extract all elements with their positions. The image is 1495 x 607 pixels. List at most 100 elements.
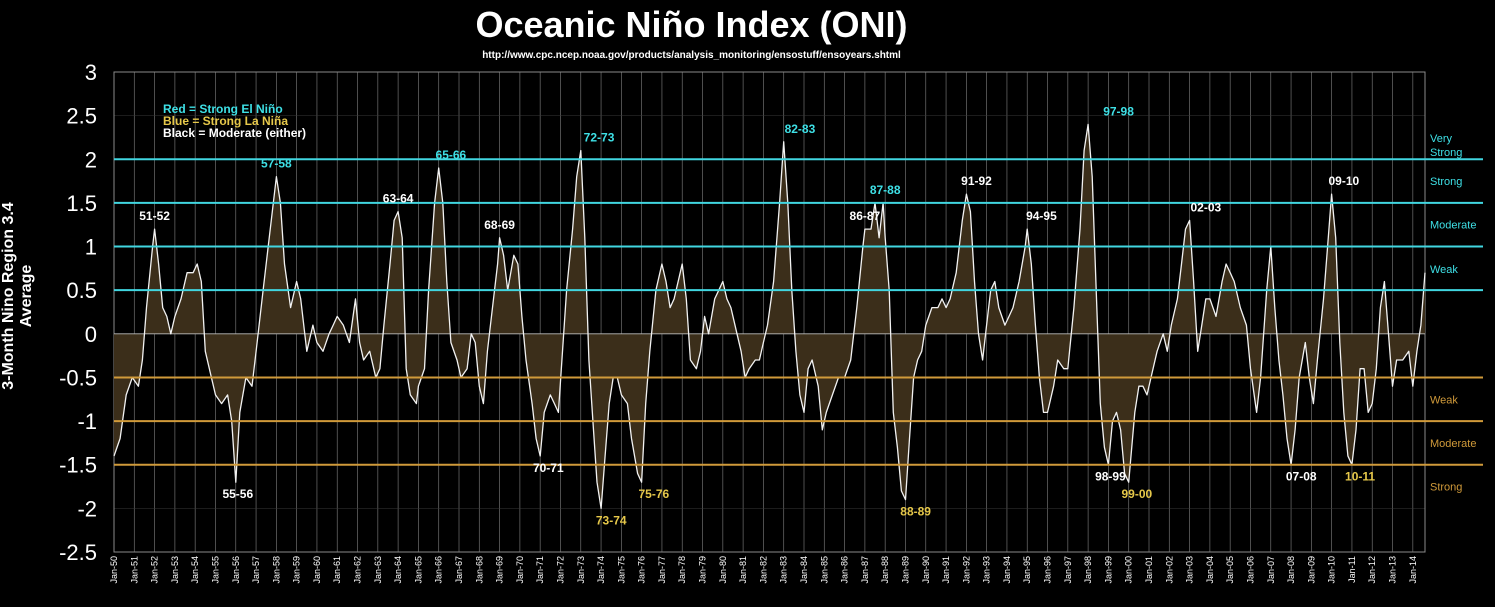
y-tick-label: -0.5	[59, 365, 97, 390]
x-tick-label: Jan-75	[616, 556, 626, 584]
event-label: 98-99	[1095, 470, 1126, 484]
x-tick-label: Jan-88	[880, 556, 890, 584]
legend-entry: Red = Strong El Niño	[163, 102, 283, 116]
x-tick-label: Jan-62	[353, 556, 363, 584]
chart-title: Oceanic Niño Index (ONI)	[475, 4, 908, 45]
x-tick-label: Jan-85	[819, 556, 829, 584]
el-nino-category-label: Weak	[1430, 264, 1458, 276]
event-label: 87-88	[870, 183, 901, 197]
event-label: 86-87	[850, 209, 881, 223]
x-tick-label: Jan-67	[454, 556, 464, 584]
y-tick-label: -1	[77, 409, 97, 434]
event-label: 73-74	[596, 513, 627, 527]
oni-series-line	[113, 123, 1426, 510]
x-tick-label: Jan-74	[596, 556, 606, 584]
la-nina-category-label: Moderate	[1430, 438, 1476, 450]
x-tick-label: Jan-93	[982, 556, 992, 584]
event-label: 57-58	[261, 157, 292, 171]
x-tick-label: Jan-96	[1043, 556, 1053, 584]
x-tick-label: Jan-64	[393, 556, 403, 584]
x-tick-label: Jan-94	[1002, 556, 1012, 584]
y-tick-label: 0.5	[66, 278, 97, 303]
y-tick-label: -2.5	[59, 540, 97, 565]
event-label: 82-83	[785, 122, 816, 136]
x-tick-label: Jan-77	[657, 556, 667, 584]
y-tick-label: 2.5	[66, 104, 97, 129]
x-tick-label: Jan-59	[292, 556, 302, 584]
x-tick-label: Jan-58	[271, 556, 281, 584]
oni-area-fill	[114, 124, 1425, 509]
x-tick-label: Jan-00	[1124, 556, 1134, 584]
x-tick-label: Jan-76	[637, 556, 647, 584]
x-tick-label: Jan-97	[1063, 556, 1073, 584]
x-tick-label: Jan-61	[332, 556, 342, 584]
event-label: 97-98	[1103, 104, 1134, 118]
x-tick-label: Jan-50	[109, 556, 119, 584]
la-nina-category-label: Strong	[1430, 482, 1462, 494]
event-label: 94-95	[1026, 209, 1057, 223]
x-tick-label: Jan-89	[900, 556, 910, 584]
x-tick-label: Jan-51	[129, 556, 139, 584]
x-tick-label: Jan-79	[698, 556, 708, 584]
event-label: 70-71	[533, 461, 564, 475]
x-tick-label: Jan-60	[312, 556, 322, 584]
event-label: 51-52	[139, 209, 170, 223]
x-tick-label: Jan-65	[413, 556, 423, 584]
x-tick-label: Jan-80	[718, 556, 728, 584]
x-tick-label: Jan-04	[1205, 556, 1215, 584]
event-label: 63-64	[383, 192, 414, 206]
x-tick-label: Jan-53	[170, 556, 180, 584]
event-label: 99-00	[1121, 487, 1152, 501]
x-tick-label: Jan-91	[941, 556, 951, 584]
x-tick-label: Jan-68	[474, 556, 484, 584]
x-tick-label: Jan-07	[1266, 556, 1276, 584]
event-label: 55-56	[222, 487, 253, 501]
x-tick-label: Jan-82	[758, 556, 768, 584]
event-label: 65-66	[436, 148, 467, 162]
x-tick-label: Jan-69	[495, 556, 505, 584]
y-tick-label: 0	[85, 322, 97, 347]
x-tick-label: Jan-81	[738, 556, 748, 584]
x-tick-label: Jan-54	[190, 556, 200, 584]
x-tick-label: Jan-10	[1327, 556, 1337, 584]
x-tick-label: Jan-02	[1164, 556, 1174, 584]
x-tick-label: Jan-70	[515, 556, 525, 584]
el-nino-category-label: Moderate	[1430, 220, 1476, 232]
la-nina-category-label: Weak	[1430, 394, 1458, 406]
x-tick-label: Jan-99	[1103, 556, 1113, 584]
x-tick-label: Jan-03	[1185, 556, 1195, 584]
x-tick-label: Jan-14	[1408, 556, 1418, 584]
x-tick-label: Jan-13	[1388, 556, 1398, 584]
y-tick-label: 1	[85, 235, 97, 260]
x-tick-label: Jan-08	[1286, 556, 1296, 584]
x-tick-label: Jan-98	[1083, 556, 1093, 584]
x-tick-label: Jan-01	[1144, 556, 1154, 584]
x-tick-label: Jan-73	[576, 556, 586, 584]
el-nino-category-label: Very Strong	[1430, 133, 1462, 159]
x-tick-label: Jan-11	[1347, 556, 1357, 583]
legend-entry: Blue = Strong La Niña	[163, 114, 288, 128]
y-tick-label: 1.5	[66, 191, 97, 216]
x-tick-label: Jan-09	[1306, 556, 1316, 584]
x-tick-label: Jan-06	[1245, 556, 1255, 584]
event-label: 72-73	[584, 131, 615, 145]
x-tick-label: Jan-05	[1225, 556, 1235, 584]
x-tick-label: Jan-71	[535, 556, 545, 584]
x-tick-label: Jan-84	[799, 556, 809, 584]
event-label: 02-03	[1190, 200, 1221, 214]
x-tick-label: Jan-90	[921, 556, 931, 584]
x-tick-label: Jan-78	[677, 556, 687, 584]
el-nino-category-label: Strong	[1430, 176, 1462, 188]
event-label: 91-92	[961, 174, 992, 188]
y-tick-label: -1.5	[59, 453, 97, 478]
x-tick-label: Jan-55	[210, 556, 220, 584]
x-tick-label: Jan-92	[961, 556, 971, 584]
x-tick-label: Jan-87	[860, 556, 870, 584]
chart-source-url: http://www.cpc.ncep.noaa.gov/products/an…	[482, 50, 901, 61]
y-tick-label: 2	[85, 147, 97, 172]
event-label: 10-11	[1345, 470, 1375, 484]
event-label: 68-69	[484, 218, 515, 232]
x-tick-label: Jan-57	[251, 556, 261, 584]
x-tick-label: Jan-63	[373, 556, 383, 584]
